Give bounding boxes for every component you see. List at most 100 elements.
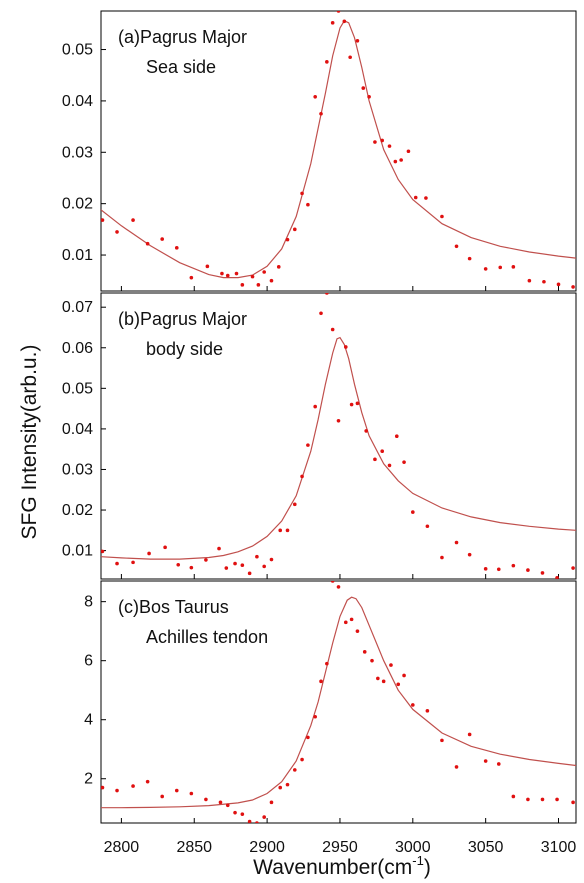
data-point xyxy=(496,567,501,572)
data-point xyxy=(467,732,472,737)
data-point xyxy=(278,528,283,533)
data-point xyxy=(362,650,367,654)
data-point xyxy=(396,682,401,687)
y-tick-label: 0.05 xyxy=(62,42,93,59)
data-point xyxy=(319,311,323,316)
panel-annotation-line-2: body side xyxy=(146,339,223,359)
y-tick-label: 0.05 xyxy=(62,380,93,397)
panel-label: (c)Bos Taurus xyxy=(118,597,229,617)
data-point xyxy=(163,545,167,550)
data-point xyxy=(394,434,399,439)
panel-letter: (a) xyxy=(118,27,140,47)
x-tick-label: 2850 xyxy=(176,839,212,856)
data-point xyxy=(205,264,210,269)
x-tick-label: 3100 xyxy=(541,839,577,856)
data-point xyxy=(381,679,386,684)
data-point xyxy=(319,679,323,684)
data-point xyxy=(276,265,281,269)
y-tick-label: 6 xyxy=(84,653,93,670)
data-point xyxy=(526,797,530,802)
data-point xyxy=(115,561,119,566)
data-point xyxy=(204,558,208,562)
data-point xyxy=(342,19,347,24)
data-point xyxy=(255,821,259,823)
data-point xyxy=(571,800,575,805)
data-point xyxy=(174,788,179,793)
data-point xyxy=(234,271,239,276)
data-point xyxy=(511,563,516,568)
x-tick-label: 3050 xyxy=(468,839,504,856)
data-point xyxy=(300,474,304,479)
data-point xyxy=(240,812,245,816)
data-point xyxy=(174,246,179,250)
data-point xyxy=(292,768,297,772)
y-tick-label: 0.02 xyxy=(62,196,93,213)
data-point xyxy=(406,149,411,154)
panel-annotation-line-1: Pagrus Major xyxy=(140,27,247,47)
data-point xyxy=(262,564,266,569)
data-point xyxy=(425,709,430,713)
data-point xyxy=(247,819,252,823)
data-point xyxy=(440,738,444,743)
data-point xyxy=(527,278,532,283)
panel-label: (a)Pagrus Major xyxy=(118,27,247,47)
x-tick-label: 2800 xyxy=(104,839,140,856)
data-point xyxy=(425,524,430,529)
data-point xyxy=(218,800,223,805)
x-tick-label: 2950 xyxy=(322,839,358,856)
y-tick-label: 0.03 xyxy=(62,461,93,478)
data-point xyxy=(402,460,406,464)
data-point xyxy=(454,765,459,769)
data-point xyxy=(454,540,459,545)
data-point xyxy=(306,735,310,740)
data-point xyxy=(131,218,135,222)
data-point xyxy=(330,21,335,25)
data-point xyxy=(101,785,105,790)
data-point xyxy=(511,794,516,799)
panel-letter: (b) xyxy=(118,309,140,329)
y-tick-label: 0.03 xyxy=(62,144,93,161)
data-point xyxy=(454,244,459,249)
data-point xyxy=(325,661,329,666)
data-point xyxy=(269,800,274,805)
data-point xyxy=(131,784,135,788)
panel-annotation-line-1: Pagrus Major xyxy=(140,309,247,329)
data-point xyxy=(349,617,354,622)
data-point xyxy=(278,785,283,790)
data-point xyxy=(313,404,317,409)
data-point xyxy=(330,581,335,583)
data-point xyxy=(467,552,472,557)
panel-annotation-line-1: Bos Taurus xyxy=(139,597,229,617)
data-point xyxy=(511,265,516,269)
panel-1: 0.01 0.02 0.03 0.04 0.05 (a)Pagrus Major Sea s… xyxy=(62,10,577,292)
data-point xyxy=(269,278,274,283)
y-tick-label: 4 xyxy=(84,712,93,729)
data-point xyxy=(555,797,559,802)
data-point xyxy=(145,779,150,784)
y-tick-label: 0.01 xyxy=(62,543,93,560)
data-point xyxy=(361,86,366,90)
data-point xyxy=(349,402,354,407)
data-point xyxy=(542,279,546,284)
data-point xyxy=(306,202,310,207)
data-point xyxy=(300,191,304,196)
data-point xyxy=(355,629,360,633)
data-point xyxy=(189,791,194,796)
data-point xyxy=(306,443,310,447)
data-point xyxy=(131,560,135,565)
y-axis-label: SFG Intensity(arb.u.) xyxy=(18,345,41,540)
data-point xyxy=(556,282,561,287)
plot-frame xyxy=(100,580,577,824)
data-point xyxy=(233,810,237,815)
y-tick-label: 0.04 xyxy=(62,421,93,438)
data-point xyxy=(285,528,290,533)
data-point xyxy=(424,196,428,200)
x-axis-label-main: Wavenumber(cm xyxy=(253,856,412,879)
fit-curve xyxy=(101,20,576,279)
y-tick-label: 0.02 xyxy=(62,502,93,519)
x-axis-label-superscript: -1 xyxy=(412,853,424,868)
data-point xyxy=(440,214,444,219)
data-point xyxy=(115,788,119,793)
plot-frame xyxy=(100,10,577,292)
data-point xyxy=(483,267,488,271)
